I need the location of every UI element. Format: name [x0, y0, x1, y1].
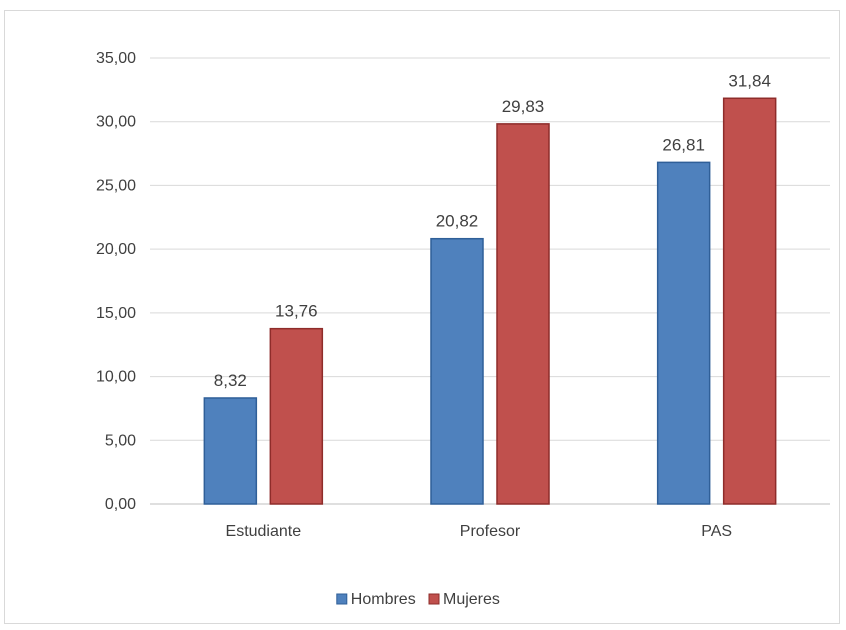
- bar-hombres: [430, 237, 484, 505]
- legend-swatch-mujeres: [428, 593, 440, 605]
- data-label: 29,83: [502, 97, 545, 116]
- y-axis: 0,00 5,00 10,00 15,00 20,00 25,00 30,00 35,00: [96, 50, 136, 513]
- bar-hombres: [656, 161, 711, 505]
- x-tick-label: Profesor: [460, 523, 521, 540]
- y-tick-label: 15,00: [96, 305, 136, 322]
- y-tick-label: 35,00: [96, 50, 136, 67]
- gridlines: [150, 57, 830, 505]
- x-tick-label: PAS: [701, 523, 732, 540]
- data-label: 31,84: [728, 71, 771, 90]
- y-tick-label: 0,00: [105, 496, 136, 513]
- data-label: 26,81: [662, 135, 705, 154]
- x-axis: Estudiante Profesor PAS: [226, 523, 733, 540]
- y-tick-label: 5,00: [105, 432, 136, 449]
- bars: [203, 97, 777, 505]
- data-label: 13,76: [275, 302, 318, 321]
- legend-label-mujeres: Mujeres: [443, 591, 500, 608]
- y-tick-label: 25,00: [96, 177, 136, 194]
- bar-mujeres: [722, 97, 777, 505]
- legend-label-hombres: Hombres: [351, 591, 416, 608]
- x-tick-label: Estudiante: [226, 523, 302, 540]
- bar-hombres: [203, 397, 258, 505]
- y-tick-label: 30,00: [96, 114, 136, 131]
- bar-mujeres: [269, 327, 324, 505]
- y-tick-label: 20,00: [96, 241, 136, 258]
- legend-swatch-hombres: [336, 593, 348, 605]
- data-labels: 8,32 13,76 20,82 29,83 26,81 31,84: [214, 71, 771, 390]
- data-label: 20,82: [436, 212, 479, 231]
- bar-mujeres: [496, 123, 550, 505]
- data-label: 8,32: [214, 371, 247, 390]
- legend: Hombres Mujeres: [336, 591, 500, 608]
- y-tick-label: 10,00: [96, 369, 136, 386]
